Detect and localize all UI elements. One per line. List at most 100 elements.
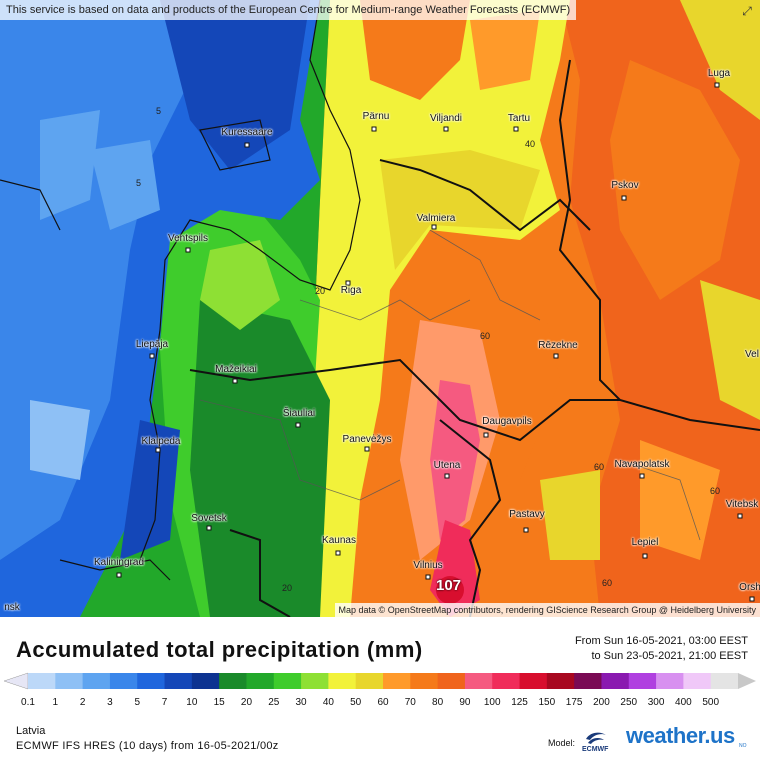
color-scale-ticks: 0.1 1 2 3 5 7 10 15 20 25 30 40 50 60 70 80 90 100 125 150 1… — [0, 697, 760, 711]
city-marker — [364, 446, 370, 452]
scale-arrow-low — [3, 672, 29, 690]
scale-swatch — [109, 673, 138, 689]
city-marker — [642, 553, 648, 559]
contour-label: 60 — [602, 578, 613, 588]
city-label: Utena — [433, 460, 461, 471]
region-name: Latvia — [16, 725, 46, 737]
scale-tick-label: 90 — [459, 697, 471, 708]
scale-tick-label: 2 — [79, 697, 86, 708]
city-marker — [149, 353, 155, 359]
scale-tick-label: 400 — [675, 697, 692, 708]
expand-arrows-icon[interactable]: ⤢ — [742, 4, 752, 18]
ecmwf-logo-text: ECMWF — [582, 746, 609, 753]
contour-label: 60 — [710, 486, 721, 496]
city-label: Liepāja — [135, 339, 169, 350]
scale-tick-label: 175 — [565, 697, 583, 708]
scale-tick-label: 500 — [702, 697, 720, 708]
scale-tick-label: 10 — [186, 697, 198, 708]
city-label: nsk — [4, 602, 20, 613]
scale-swatch — [82, 673, 111, 689]
map-canvas — [0, 0, 760, 617]
city-marker — [431, 224, 437, 230]
scale-tick-label: 125 — [511, 697, 528, 708]
city-marker — [621, 195, 627, 201]
city-label: Riga — [340, 285, 362, 296]
city-marker — [444, 473, 450, 479]
scale-swatch — [137, 673, 166, 689]
legend-panel: Accumulated total precipitation (mm) Fro… — [0, 617, 760, 760]
scale-swatch — [437, 673, 466, 689]
scale-tick-label: 250 — [620, 697, 638, 708]
scale-tick-label: 20 — [240, 697, 253, 708]
scale-tick-label: 1 — [52, 697, 59, 708]
city-marker — [335, 550, 341, 556]
city-label: Sovetsk — [191, 513, 227, 524]
scale-tick-label: 100 — [483, 697, 501, 708]
scale-tick-label: 7 — [161, 697, 168, 708]
precipitation-map[interactable]: This service is based on data and produc… — [0, 0, 760, 617]
scale-tick-label: 60 — [377, 697, 389, 708]
city-marker — [185, 247, 191, 253]
city-marker — [523, 527, 529, 533]
scale-swatch — [355, 673, 384, 689]
city-marker — [443, 126, 449, 132]
scale-swatch — [683, 673, 712, 689]
scale-tick-label: 15 — [213, 697, 225, 708]
scale-swatch — [246, 673, 275, 689]
scale-swatch — [574, 673, 602, 689]
scale-swatch — [164, 673, 193, 689]
city-marker — [749, 596, 755, 602]
ecmwf-logo-icon — [586, 732, 606, 744]
city-label: Tartu — [507, 113, 531, 124]
contour-label: 5 — [156, 106, 162, 116]
osm-attribution: Map data © OpenStreetMap contributors, r… — [334, 603, 760, 617]
city-label: Kuressaare — [221, 127, 273, 138]
scale-tick-label: 200 — [593, 697, 610, 708]
city-label: Lepiel — [631, 537, 659, 548]
scale-tick-label: 80 — [432, 697, 444, 708]
contour-label: 20 — [282, 583, 293, 593]
scale-swatch — [492, 673, 521, 689]
city-label: Daugavpils — [482, 416, 532, 427]
scale-tick-label: 70 — [404, 697, 416, 708]
city-label: Šiauliai — [282, 408, 316, 419]
scale-swatch — [219, 673, 247, 689]
city-marker — [639, 473, 645, 479]
city-label: Pskov — [611, 180, 639, 191]
city-label: Navapolatsk — [614, 459, 670, 470]
scale-swatch — [328, 673, 357, 689]
city-label: Vitebsk — [725, 499, 759, 510]
city-marker — [206, 525, 212, 531]
contour-label: 60 — [480, 331, 491, 341]
color-scale-bar — [3, 672, 756, 690]
scale-swatch — [601, 673, 630, 689]
scale-swatch — [464, 673, 493, 689]
scale-arrow-high — [738, 673, 756, 689]
city-label: Pärnu — [362, 111, 390, 122]
city-label: Ventspils — [167, 233, 209, 244]
contour-label: 5 — [136, 178, 142, 188]
city-label: Mažeikiai — [215, 364, 257, 375]
weather-us-logo-suffix: NO — [739, 743, 747, 749]
city-label: Vel — [745, 349, 759, 360]
city-label: Vilnius — [413, 560, 443, 571]
scale-tick-label: 30 — [295, 697, 307, 708]
city-marker — [155, 447, 161, 453]
scale-swatch — [628, 673, 657, 689]
city-label: Klaipeda — [141, 436, 181, 447]
city-marker — [737, 513, 743, 519]
city-label: Rēzekne — [538, 340, 578, 351]
city-marker — [232, 378, 238, 384]
city-label: Panevėžys — [342, 434, 392, 445]
scale-tick-label: 25 — [268, 697, 280, 708]
scale-swatch — [191, 673, 220, 689]
contour-label: 60 — [594, 462, 605, 472]
weather-us-logo[interactable]: weather.us — [626, 723, 735, 748]
city-marker — [483, 432, 489, 438]
scale-swatch — [383, 673, 411, 689]
model-run-info: ECMWF IFS HRES (10 days) from 16-05-2021… — [16, 740, 279, 752]
city-marker — [513, 126, 519, 132]
city-marker — [244, 142, 250, 148]
city-label: Viljandi — [429, 113, 463, 124]
scale-swatch — [410, 673, 439, 689]
